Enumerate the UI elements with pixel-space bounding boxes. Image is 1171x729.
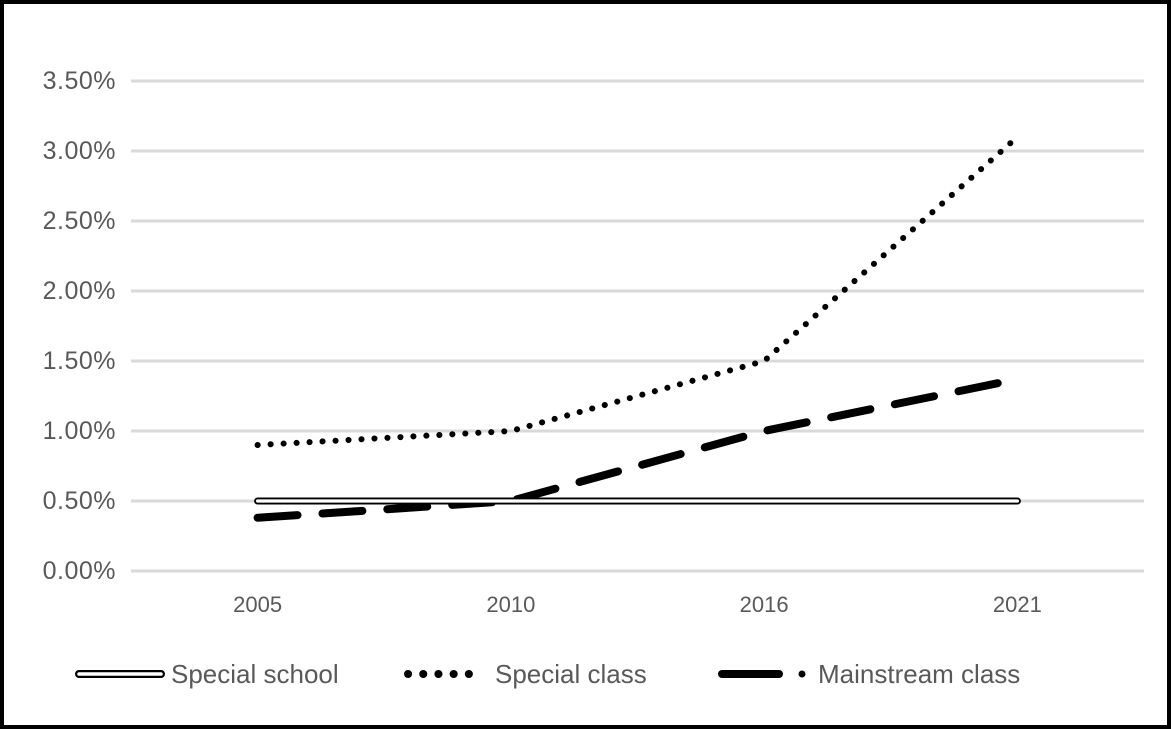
y-axis-tick-label: 0.50% (42, 487, 116, 515)
legend-item-mainstream-class: Mainstream class (717, 656, 1020, 692)
legend-marker-dash-dot-line-icon (718, 670, 806, 678)
y-axis-tick-label: 2.50% (42, 207, 116, 235)
legend-label: Special class (495, 658, 647, 689)
y-axis-tick-label: 2.00% (42, 277, 116, 305)
legend-item-special-school: Special school (74, 656, 339, 692)
y-axis-tick-label: 3.50% (42, 67, 116, 95)
line-chart-canvas (131, 79, 1144, 573)
y-axis-tick-label: 3.00% (42, 137, 116, 165)
x-axis-tick-label: 2010 (486, 592, 536, 617)
series-line-mainstream-class (253, 375, 1022, 522)
legend-label: Special school (171, 658, 339, 689)
x-axis-tick-label: 2016 (739, 592, 789, 617)
y-axis-tick-label: 0.00% (42, 557, 116, 585)
x-axis-tick-label: 2005 (233, 592, 283, 617)
x-axis-tick-label: 2021 (992, 592, 1042, 617)
legend-marker-double-line-icon (75, 670, 165, 678)
y-axis-tick-label: 1.00% (42, 417, 116, 445)
legend-label: Mainstream class (818, 658, 1021, 689)
legend-marker-dotted-line-icon (404, 670, 488, 678)
legend-item-special-class: Special class (403, 656, 647, 692)
y-axis-tick-label: 1.50% (42, 347, 116, 375)
